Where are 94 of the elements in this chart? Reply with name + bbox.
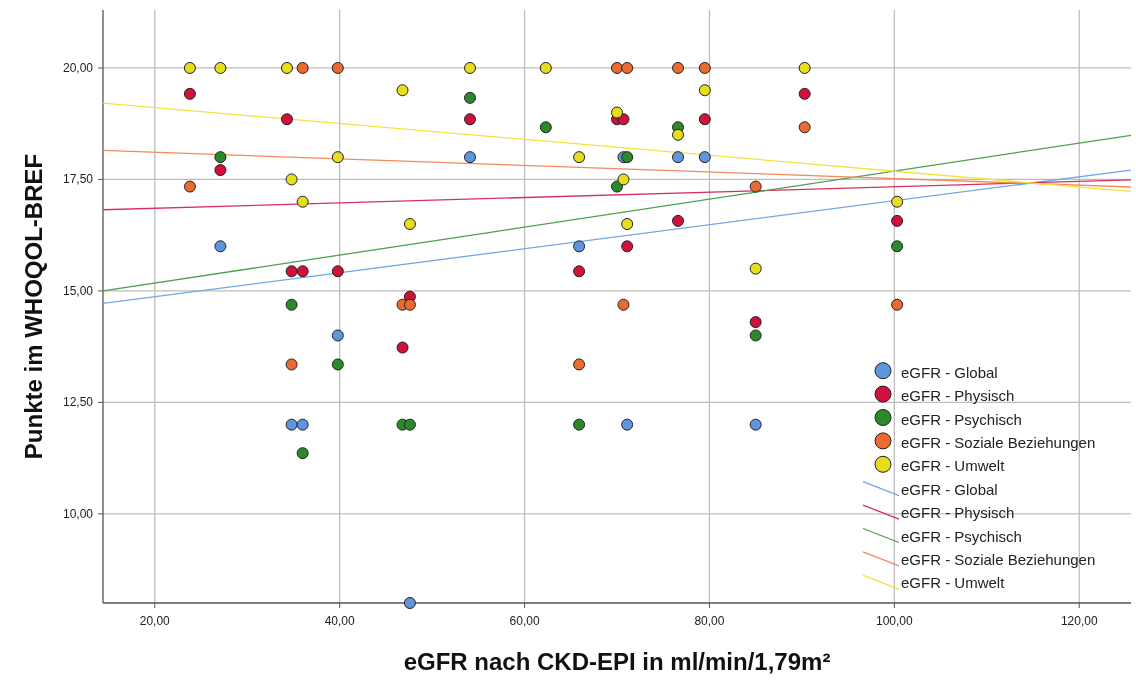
point — [573, 240, 586, 253]
point — [891, 214, 904, 227]
x-axis-title: eGFR nach CKD-EPI in ml/min/1,79m² — [403, 648, 831, 675]
x-tick-label: 80,00 — [694, 614, 725, 628]
point — [285, 173, 298, 186]
point — [672, 61, 685, 74]
point — [611, 106, 623, 119]
legend-label: eGFR - Global — [901, 363, 998, 381]
point — [296, 447, 309, 460]
legend-label: eGFR - Psychisch — [901, 527, 1022, 545]
point — [891, 298, 904, 311]
point — [573, 418, 586, 431]
point — [403, 418, 416, 431]
point — [621, 240, 634, 253]
point — [672, 151, 685, 164]
point — [331, 61, 344, 74]
x-tick-label: 100,00 — [875, 614, 914, 628]
point — [331, 358, 344, 371]
x-tick-label: 120,00 — [1060, 614, 1098, 628]
point — [891, 240, 904, 253]
x-tick-label: 60,00 — [509, 614, 540, 628]
point — [539, 121, 552, 134]
point — [573, 358, 586, 371]
point — [331, 265, 344, 278]
point — [296, 418, 309, 431]
legend-label: eGFR - Global — [901, 480, 998, 498]
point — [285, 418, 298, 431]
point — [621, 418, 634, 431]
point — [573, 151, 586, 164]
point — [611, 61, 623, 74]
point — [617, 113, 630, 126]
point — [749, 180, 762, 193]
point — [396, 341, 409, 354]
point — [573, 265, 586, 278]
x-tick-label: 20,00 — [139, 614, 171, 628]
point — [331, 329, 344, 342]
point — [798, 61, 811, 74]
y-tick-label: 20,00 — [62, 60, 94, 75]
point — [280, 113, 293, 126]
x-tick-label: 40,00 — [324, 614, 355, 628]
point — [403, 298, 416, 311]
point — [539, 61, 552, 74]
point — [749, 418, 762, 431]
point — [698, 84, 711, 97]
point — [749, 316, 762, 329]
point — [464, 91, 477, 104]
point — [183, 87, 196, 100]
legend-label: eGFR - Umwelt — [901, 574, 1006, 592]
point — [698, 151, 711, 164]
point — [698, 113, 711, 126]
legend-label: eGFR - Umwelt — [901, 457, 1006, 475]
point — [296, 195, 309, 208]
y-tick-label: 15,00 — [62, 283, 94, 298]
legend-label: eGFR - Physisch — [901, 504, 1015, 522]
y-tick-label: 10,00 — [62, 506, 94, 521]
point — [285, 298, 298, 311]
point — [621, 218, 634, 231]
point — [214, 151, 227, 164]
point — [672, 128, 685, 141]
point — [183, 180, 196, 193]
point — [891, 195, 904, 208]
point — [798, 87, 811, 100]
point — [617, 298, 630, 311]
point — [464, 113, 477, 126]
legend-label: eGFR - Soziale Beziehungen — [901, 433, 1096, 451]
point — [403, 597, 416, 609]
point — [396, 84, 409, 97]
legend-label: eGFR - Physisch — [901, 387, 1015, 405]
point — [214, 164, 227, 177]
point — [464, 61, 477, 74]
point — [617, 173, 630, 186]
legend-label: eGFR - Psychisch — [901, 410, 1022, 428]
point — [749, 329, 762, 342]
y-tick-label: 17,50 — [62, 172, 94, 187]
point — [798, 121, 811, 134]
point — [403, 218, 416, 231]
point — [464, 151, 477, 164]
point — [183, 61, 196, 74]
point — [214, 61, 227, 74]
point — [296, 265, 309, 278]
point — [214, 240, 227, 253]
legend-label: eGFR - Soziale Beziehungen — [901, 550, 1096, 568]
y-axis-title: Punkte im WHOQOL-BREF — [20, 153, 47, 460]
point — [621, 151, 634, 164]
point — [296, 61, 309, 74]
point — [698, 61, 711, 74]
point — [331, 151, 344, 164]
point — [749, 262, 762, 275]
point — [280, 61, 293, 74]
point — [621, 61, 634, 74]
point — [285, 358, 298, 371]
point — [672, 214, 685, 227]
y-tick-label: 12,50 — [62, 395, 94, 410]
point — [285, 265, 298, 278]
